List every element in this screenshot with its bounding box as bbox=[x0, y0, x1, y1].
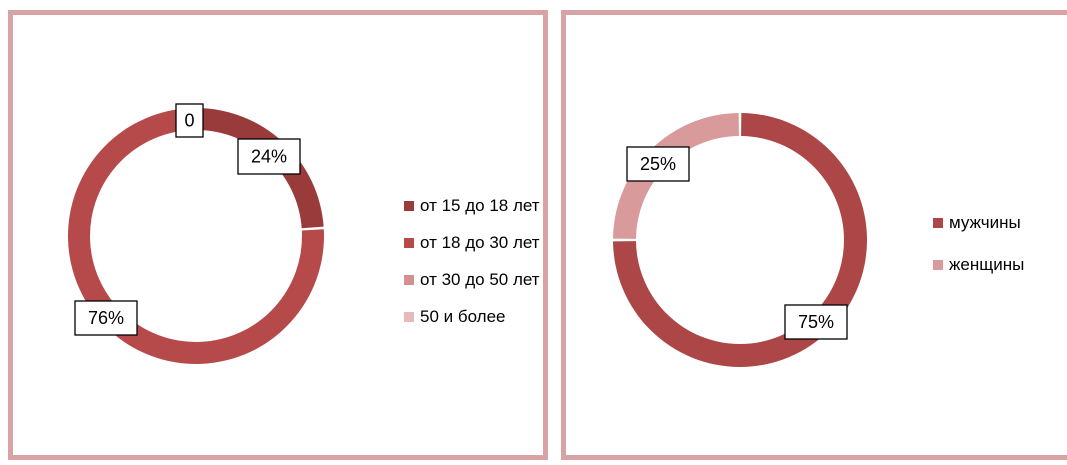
legend-item-15-18: от 15 до 18 лет bbox=[404, 191, 544, 220]
donut-chart-age: 0 24% 76% bbox=[68, 103, 324, 364]
legend-item-men: мужчины bbox=[933, 208, 1067, 237]
chart-panel-age: 0 24% 76% от 15 до 18 лет от 18 до 30 лет … bbox=[8, 10, 548, 460]
legend-swatch bbox=[404, 238, 414, 248]
legend-label: от 30 до 50 лет bbox=[420, 270, 540, 289]
legend-label: от 15 до 18 лет bbox=[420, 196, 540, 215]
chart-panel-gender: 25% 75% мужчины женщины bbox=[561, 10, 1067, 460]
legend-swatch bbox=[404, 275, 414, 285]
legend-label: мужчины bbox=[949, 213, 1021, 232]
legend-swatch bbox=[404, 201, 414, 211]
svg-text:24%: 24% bbox=[251, 147, 287, 167]
data-label: 25% bbox=[626, 146, 690, 182]
legend-label: от 18 до 30 лет bbox=[420, 233, 540, 252]
svg-text:76%: 76% bbox=[88, 308, 124, 328]
legend-item-women: женщины bbox=[933, 250, 1067, 279]
legend-age: от 15 до 18 лет от 18 до 30 лет от 30 до… bbox=[404, 191, 544, 339]
svg-text:25%: 25% bbox=[640, 154, 676, 174]
data-label: 24% bbox=[237, 138, 301, 175]
legend-item-18-30: от 18 до 30 лет bbox=[404, 228, 544, 257]
svg-text:75%: 75% bbox=[798, 312, 834, 332]
data-label: 76% bbox=[74, 300, 138, 336]
donut-chart-gender: 25% 75% bbox=[613, 113, 867, 368]
legend-swatch bbox=[933, 218, 943, 228]
legend-item-30-50: от 30 до 50 лет bbox=[404, 265, 544, 294]
legend-swatch bbox=[933, 260, 943, 270]
legend-item-50-plus: 50 и более bbox=[404, 302, 544, 331]
legend-swatch bbox=[404, 312, 414, 322]
legend-label: женщины bbox=[949, 255, 1025, 274]
svg-text:0: 0 bbox=[184, 111, 194, 131]
legend-gender: мужчины женщины bbox=[933, 208, 1067, 292]
data-label: 75% bbox=[784, 304, 848, 340]
legend-label: 50 и более bbox=[420, 307, 506, 326]
data-label: 0 bbox=[175, 103, 204, 138]
